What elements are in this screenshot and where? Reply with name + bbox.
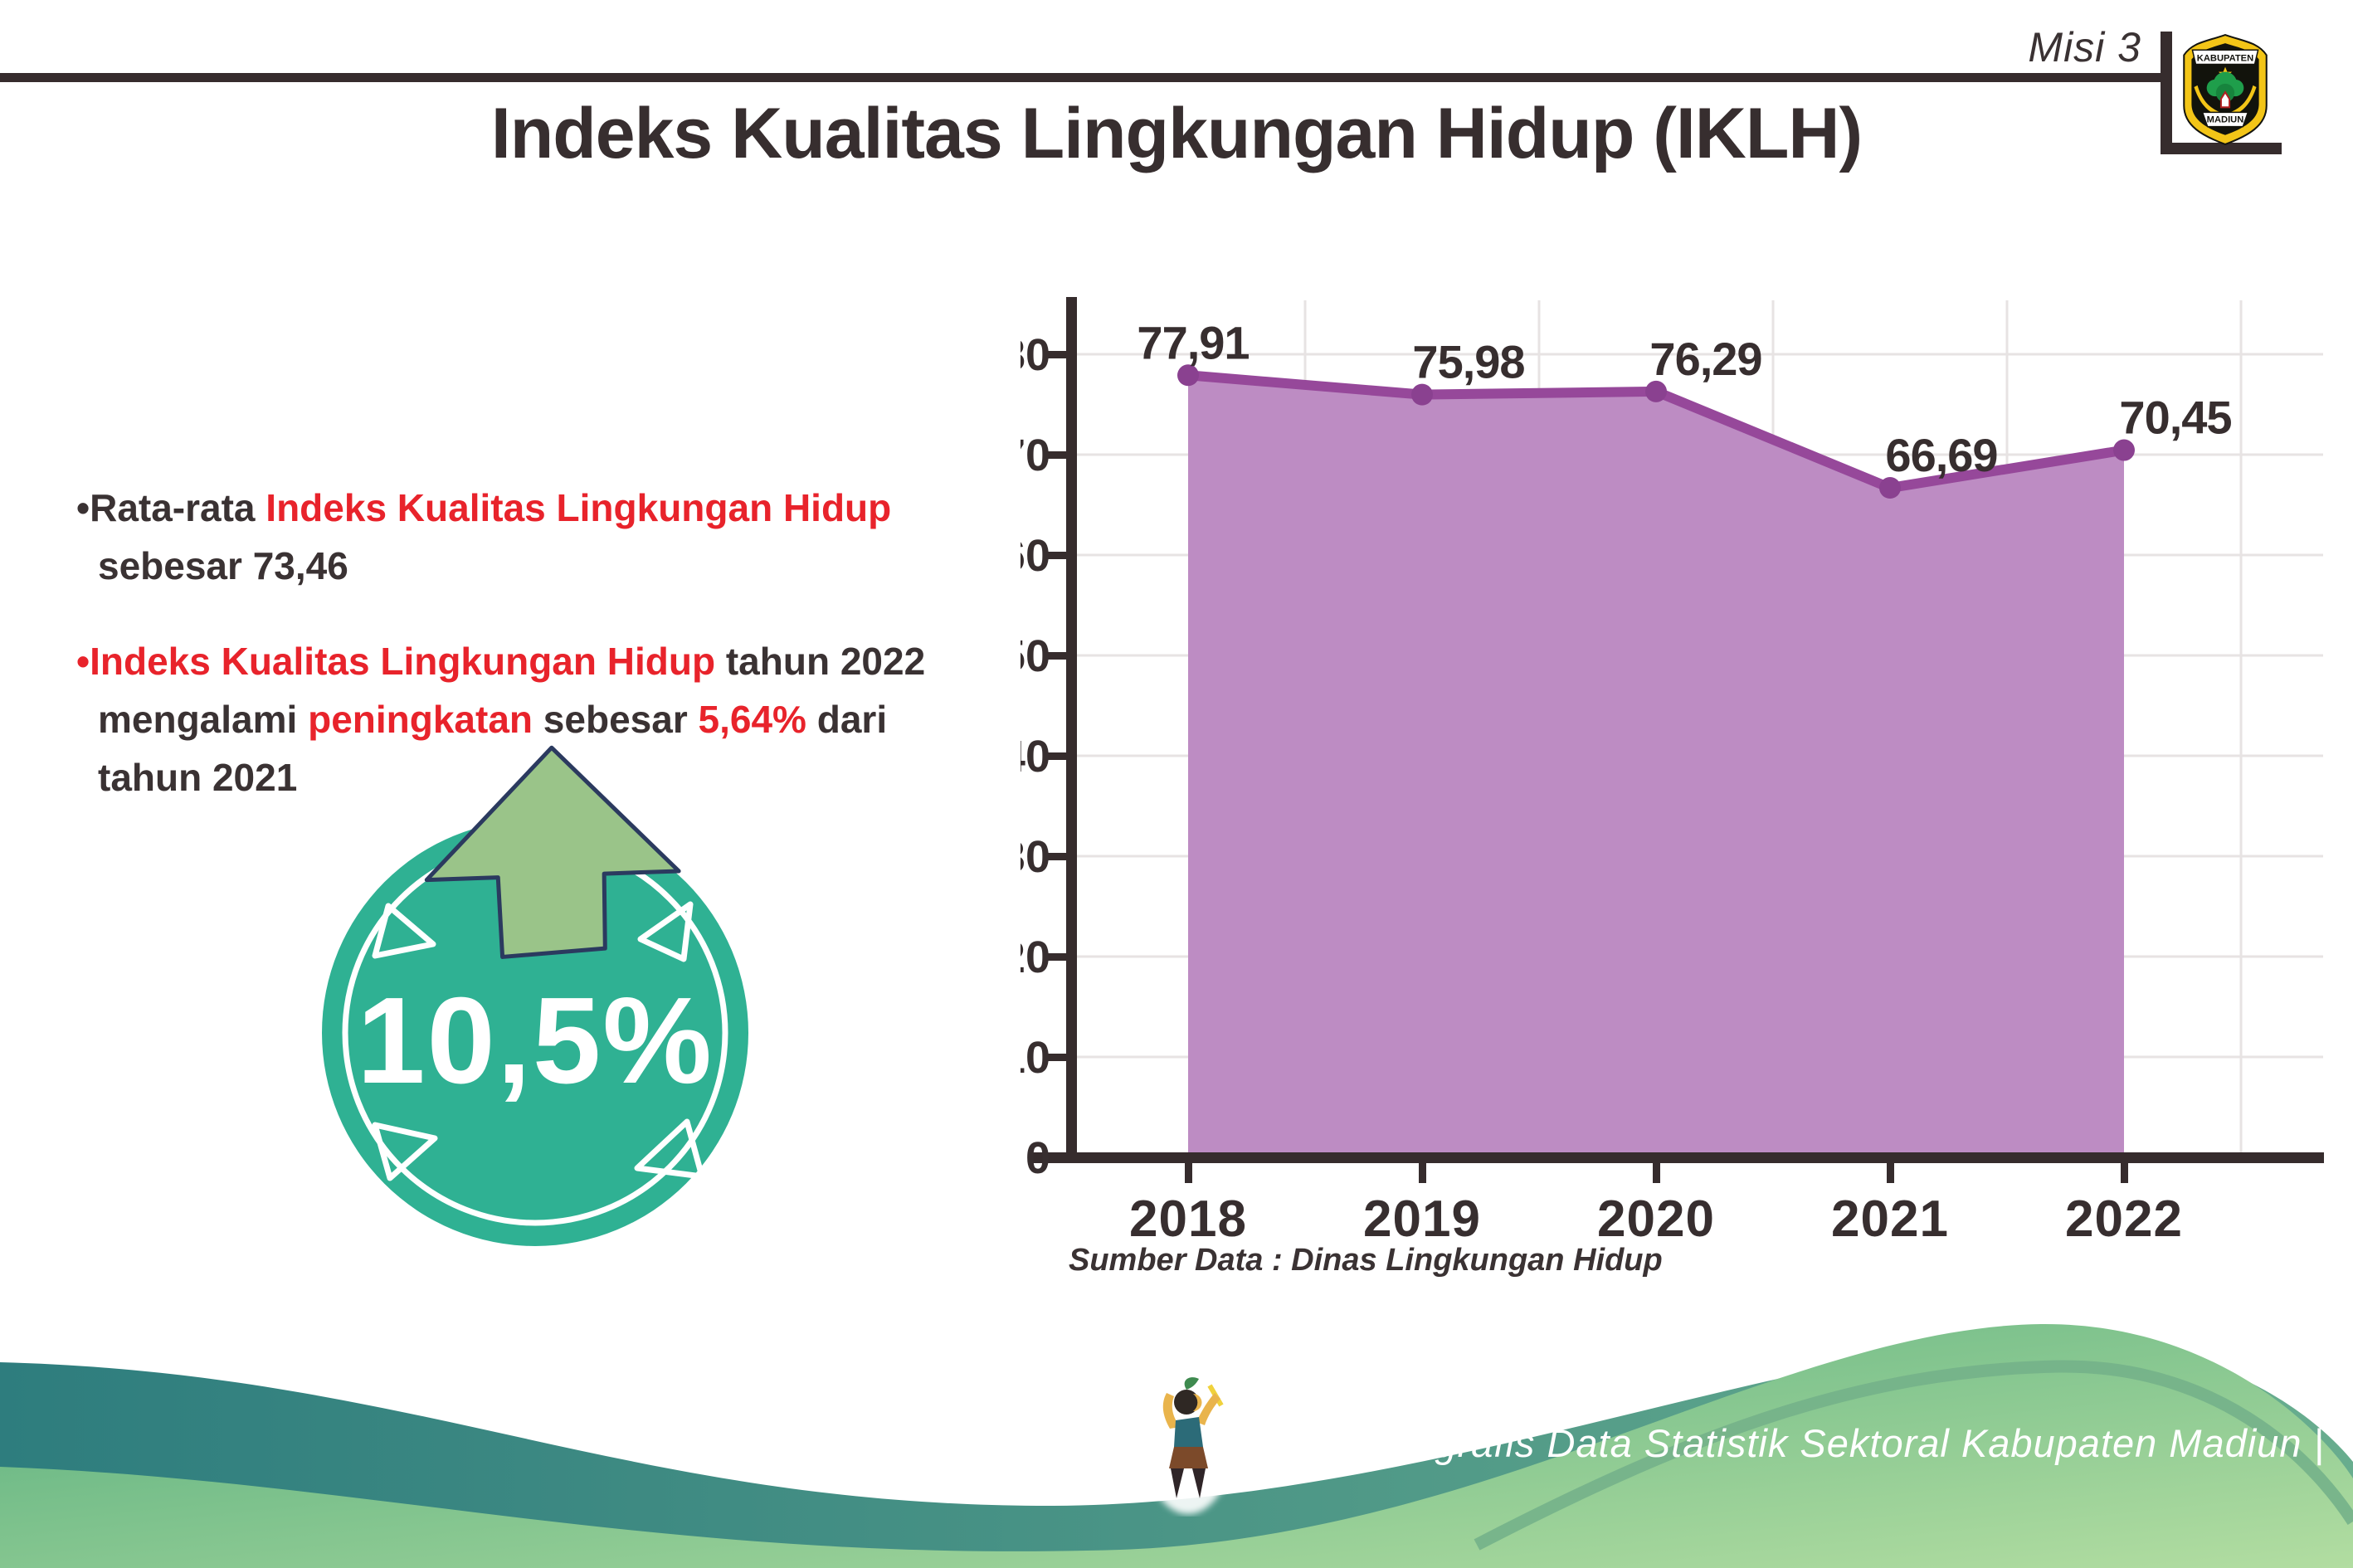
logo-bottom-banner xyxy=(2201,111,2249,128)
y-tick-label: 60 xyxy=(1021,531,1050,581)
mascot-left-arm xyxy=(1162,1393,1181,1429)
mascot-right-leg xyxy=(1192,1468,1206,1498)
y-tick xyxy=(1046,552,1066,559)
bullet-text: sebesar xyxy=(533,698,699,741)
y-tick xyxy=(1046,953,1066,961)
logo-frame-horizontal xyxy=(2161,143,2282,154)
y-tick-label: 50 xyxy=(1021,631,1050,681)
mascot-torso xyxy=(1174,1417,1203,1447)
y-tick-label: 30 xyxy=(1021,832,1050,882)
mascot-leaf-hat xyxy=(1184,1377,1199,1390)
data-value-label: 76,29 xyxy=(1649,333,1761,385)
bullet-text-red: 5,64% xyxy=(698,698,806,741)
y-tick-label: 20 xyxy=(1021,933,1050,982)
year-label: 2019 xyxy=(1363,1191,1481,1248)
page-title: Indeks Kualitas Lingkungan Hidup (IKLH) xyxy=(490,94,1863,173)
bullet-text-red: peningkatan xyxy=(308,698,533,741)
footer-green-area xyxy=(0,1323,2353,1568)
y-tick-label: 0 xyxy=(1025,1133,1050,1183)
y-axis-ticks xyxy=(1046,351,1066,1161)
y-tick xyxy=(1046,451,1066,459)
x-axis-line xyxy=(1033,1152,2324,1163)
bullet-text: dari xyxy=(806,698,888,741)
y-tick-label: 40 xyxy=(1021,732,1050,782)
mascot-skirt xyxy=(1169,1447,1208,1468)
data-point-marker xyxy=(1645,380,1667,402)
y-tick-label: 80 xyxy=(1021,330,1050,380)
spark-sw-icon xyxy=(372,1122,438,1181)
data-value-label: 66,69 xyxy=(1885,429,1997,481)
badge-value: 10,5% xyxy=(357,972,714,1109)
bullet-2-line-1: •Indeks Kualitas Lingkungan Hidup tahun … xyxy=(76,639,925,684)
mascot-face xyxy=(1193,1394,1202,1411)
area-fill xyxy=(1188,375,2124,1157)
y-tick xyxy=(1046,752,1066,760)
data-value-label: 70,45 xyxy=(2119,392,2231,444)
up-arrow-icon xyxy=(424,745,681,959)
bullet-1-line-1: •Rata-rata Indeks Kualitas Lingkungan Hi… xyxy=(76,485,891,530)
mascot-left-leg xyxy=(1171,1468,1184,1498)
x-tick xyxy=(1185,1163,1192,1183)
footer-wave xyxy=(0,1323,2353,1568)
bullet-dot: • xyxy=(76,640,90,683)
year-label: 2021 xyxy=(1831,1191,1949,1248)
y-tick xyxy=(1046,1054,1066,1061)
footer-accent-stripe xyxy=(1474,1360,2353,1551)
x-axis-ticks xyxy=(1185,1163,2128,1183)
footer-caption: Media Infografis Data Statistik Sektoral… xyxy=(1245,1421,2325,1465)
y-tick xyxy=(1046,1154,1066,1161)
increase-badge: 10,5% xyxy=(322,745,748,1246)
x-tick xyxy=(1887,1163,1894,1183)
kabupaten-madiun-logo: KABUPATEN MADIUN xyxy=(2183,33,2268,146)
logo-frame-vertical xyxy=(2161,32,2172,154)
misi-label: Misi 3 xyxy=(2028,24,2141,71)
x-tick xyxy=(1653,1163,1660,1183)
data-point-marker xyxy=(2113,439,2135,461)
logo-top-banner xyxy=(2191,49,2259,66)
y-tick xyxy=(1046,853,1066,860)
spark-se-icon xyxy=(634,1118,705,1180)
bullet-2-line-2: mengalami peningkatan sebesar 5,64% dari xyxy=(98,697,887,742)
mascot-right-arm xyxy=(1196,1393,1220,1425)
spark-nw-icon xyxy=(372,903,436,959)
bullet-2-line-3: tahun 2021 xyxy=(98,755,297,800)
data-point-marker xyxy=(1879,477,1901,499)
bullet-1-line-2: sebesar 73,46 xyxy=(98,543,348,588)
mascot-head xyxy=(1174,1390,1199,1415)
bullet-text-red: Indeks Kualitas Lingkungan Hidup xyxy=(90,640,716,683)
year-label: 2020 xyxy=(1597,1191,1715,1248)
header-rule xyxy=(0,73,2165,82)
year-label: 2018 xyxy=(1129,1191,1247,1248)
bullet-text: •Rata-rata xyxy=(76,486,266,529)
data-value-labels: 77,91 75,98 76,29 66,69 70,45 xyxy=(1137,316,2232,481)
bullet-text: sebesar 73,46 xyxy=(98,544,348,587)
logo-top-text: KABUPATEN xyxy=(2197,53,2253,63)
bullet-text-red: Indeks Kualitas Lingkungan Hidup xyxy=(266,486,892,529)
iklh-area-chart: 80 70 60 50 40 30 20 10 0 2018 2019 2020 2021 2022 7… xyxy=(1021,297,2324,1248)
bullet-text: mengalami xyxy=(98,698,309,741)
x-axis-year-labels: 2018 2019 2020 2021 2022 xyxy=(1129,1191,2183,1248)
bullet-text: tahun 2021 xyxy=(98,756,298,799)
y-axis-labels: 80 70 60 50 40 30 20 10 0 xyxy=(1021,330,1050,1183)
mascot-icon xyxy=(1145,1377,1231,1514)
spark-ne-icon xyxy=(637,901,694,962)
x-tick xyxy=(2121,1163,2128,1183)
data-point-markers xyxy=(1177,364,2135,499)
year-label: 2022 xyxy=(2065,1191,2183,1248)
source-note: Sumber Data : Dinas Lingkungan Hidup xyxy=(1069,1243,1663,1278)
badge-spark-icons xyxy=(372,901,705,1181)
bullet-text: tahun 2022 xyxy=(715,640,926,683)
y-tick-label: 10 xyxy=(1021,1033,1050,1083)
data-value-label: 77,91 xyxy=(1137,316,1249,368)
y-axis-line xyxy=(1066,297,1077,1163)
x-tick xyxy=(1419,1163,1426,1183)
logo-mini-shield xyxy=(2219,90,2231,109)
data-point-marker xyxy=(1177,364,1199,387)
y-tick-label: 70 xyxy=(1021,431,1050,480)
y-tick xyxy=(1046,351,1066,358)
logo-bottom-text: MADIUN xyxy=(2207,115,2244,125)
data-point-marker xyxy=(1411,383,1433,406)
y-tick xyxy=(1046,652,1066,660)
data-value-label: 75,98 xyxy=(1412,336,1524,388)
